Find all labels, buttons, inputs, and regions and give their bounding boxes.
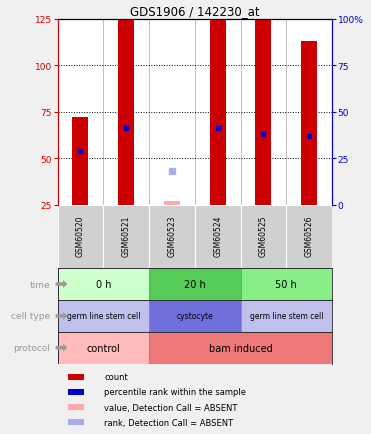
- Bar: [58, 269, 149, 300]
- Bar: [69, 389, 83, 395]
- Text: GSM60524: GSM60524: [213, 215, 222, 256]
- Text: GSM60526: GSM60526: [305, 215, 313, 256]
- Bar: [164, 201, 180, 205]
- Bar: [103, 205, 149, 269]
- Bar: [149, 205, 195, 269]
- Bar: [255, 21, 272, 205]
- Text: percentile rank within the sample: percentile rank within the sample: [104, 388, 246, 397]
- Bar: [58, 300, 149, 332]
- Text: GSM60521: GSM60521: [122, 215, 131, 256]
- Bar: [195, 205, 240, 269]
- Bar: [210, 0, 226, 205]
- Text: cystocyte: cystocyte: [176, 312, 213, 321]
- Text: bam induced: bam induced: [209, 343, 272, 353]
- Bar: [69, 404, 83, 410]
- Text: value, Detection Call = ABSENT: value, Detection Call = ABSENT: [104, 403, 237, 412]
- Bar: [69, 374, 83, 380]
- Text: germ line stem cell: germ line stem cell: [66, 312, 140, 321]
- Text: protocol: protocol: [13, 343, 50, 352]
- Text: 50 h: 50 h: [275, 279, 297, 289]
- Bar: [286, 205, 332, 269]
- Title: GDS1906 / 142230_at: GDS1906 / 142230_at: [130, 5, 260, 18]
- Bar: [240, 269, 332, 300]
- Text: count: count: [104, 372, 128, 381]
- Text: GSM60525: GSM60525: [259, 215, 268, 256]
- Bar: [149, 300, 240, 332]
- Text: GSM60523: GSM60523: [167, 215, 176, 256]
- Bar: [58, 205, 103, 269]
- Text: 0 h: 0 h: [95, 279, 111, 289]
- Bar: [118, 0, 134, 205]
- Bar: [240, 300, 332, 332]
- Text: germ line stem cell: germ line stem cell: [250, 312, 323, 321]
- Text: cell type: cell type: [11, 312, 50, 321]
- Text: time: time: [29, 280, 50, 289]
- Bar: [301, 42, 317, 205]
- Text: 20 h: 20 h: [184, 279, 206, 289]
- Bar: [69, 419, 83, 425]
- Text: rank, Detection Call = ABSENT: rank, Detection Call = ABSENT: [104, 418, 233, 427]
- Bar: [149, 269, 240, 300]
- Bar: [240, 205, 286, 269]
- Text: GSM60520: GSM60520: [76, 215, 85, 256]
- Bar: [72, 118, 88, 205]
- Text: control: control: [86, 343, 120, 353]
- Bar: [58, 332, 149, 364]
- Bar: [149, 332, 332, 364]
